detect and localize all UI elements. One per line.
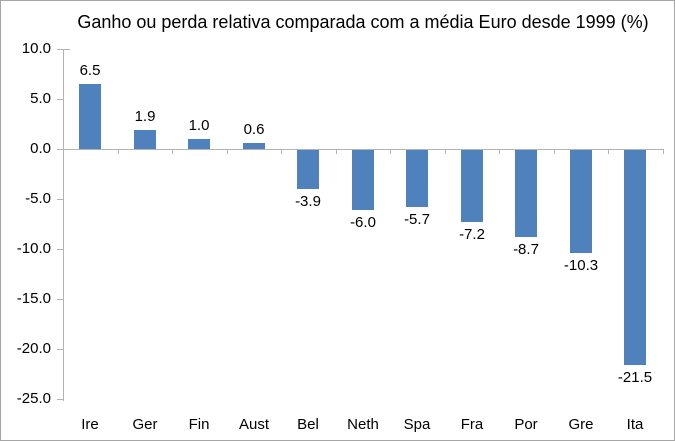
y-tick-label: 10.0 bbox=[21, 40, 51, 57]
bar-aust bbox=[243, 143, 265, 149]
bar-por bbox=[515, 150, 537, 237]
bar-ita bbox=[624, 150, 646, 365]
category-label-neth: Neth bbox=[347, 416, 379, 433]
category-label-bel: Bel bbox=[297, 416, 319, 433]
category-label-spa: Spa bbox=[403, 416, 431, 433]
category-label-ita: Ita bbox=[626, 416, 644, 433]
y-tick-label: -15.0 bbox=[16, 290, 51, 307]
bar-ire bbox=[79, 84, 101, 149]
x-axis-line bbox=[63, 149, 664, 150]
x-tick bbox=[608, 149, 609, 154]
value-label-fra: -7.2 bbox=[459, 226, 485, 243]
bar-spa bbox=[406, 150, 428, 207]
value-label-gre: -10.3 bbox=[563, 257, 599, 274]
bar-neth bbox=[352, 150, 374, 210]
value-label-ire: 6.5 bbox=[79, 62, 101, 79]
y-tick-label: -5.0 bbox=[25, 190, 51, 207]
bar-gre bbox=[570, 150, 592, 253]
y-tick bbox=[57, 299, 63, 300]
value-label-por: -8.7 bbox=[513, 241, 539, 258]
x-tick bbox=[63, 149, 64, 154]
x-tick bbox=[499, 149, 500, 154]
value-label-bel: -3.9 bbox=[295, 193, 321, 210]
y-axis-line bbox=[63, 49, 64, 401]
chart-title: Ganho ou perda relativa comparada com a … bbox=[77, 12, 649, 32]
value-label-ita: -21.5 bbox=[617, 369, 653, 386]
category-label-fin: Fin bbox=[188, 416, 210, 433]
y-tick bbox=[57, 349, 63, 350]
category-label-aust: Aust bbox=[238, 416, 269, 433]
y-tick-label: -25.0 bbox=[16, 390, 51, 407]
x-tick bbox=[227, 149, 228, 154]
x-tick bbox=[445, 149, 446, 154]
category-label-ire: Ire bbox=[81, 416, 99, 433]
x-tick bbox=[663, 149, 664, 154]
y-tick-label: 5.0 bbox=[30, 90, 51, 107]
x-tick bbox=[336, 149, 337, 154]
category-label-ger: Ger bbox=[132, 416, 158, 433]
y-tick bbox=[57, 99, 63, 100]
bar-fin bbox=[188, 139, 210, 149]
y-tick bbox=[57, 249, 63, 250]
y-tick bbox=[57, 199, 63, 200]
y-tick-label: -10.0 bbox=[16, 240, 51, 257]
y-tick bbox=[57, 399, 63, 400]
value-label-ger: 1.9 bbox=[134, 108, 156, 125]
category-label-por: Por bbox=[514, 416, 538, 433]
x-tick bbox=[554, 149, 555, 154]
value-label-neth: -6.0 bbox=[350, 214, 376, 231]
category-label-gre: Gre bbox=[568, 416, 594, 433]
y-tick-label: 0.0 bbox=[30, 140, 51, 157]
y-tick bbox=[57, 49, 63, 50]
bar-bel bbox=[297, 150, 319, 189]
value-label-aust: 0.6 bbox=[243, 121, 265, 138]
x-tick bbox=[172, 149, 173, 154]
category-label-fra: Fra bbox=[460, 416, 484, 433]
bar-fra bbox=[461, 150, 483, 222]
x-tick bbox=[118, 149, 119, 154]
value-label-spa: -5.7 bbox=[404, 211, 430, 228]
y-tick-label: -20.0 bbox=[16, 340, 51, 357]
bar-ger bbox=[134, 130, 156, 149]
x-tick bbox=[390, 149, 391, 154]
value-label-fin: 1.0 bbox=[188, 117, 210, 134]
x-tick bbox=[281, 149, 282, 154]
y-tick bbox=[57, 149, 63, 150]
y-axis-top-cap bbox=[63, 49, 70, 50]
